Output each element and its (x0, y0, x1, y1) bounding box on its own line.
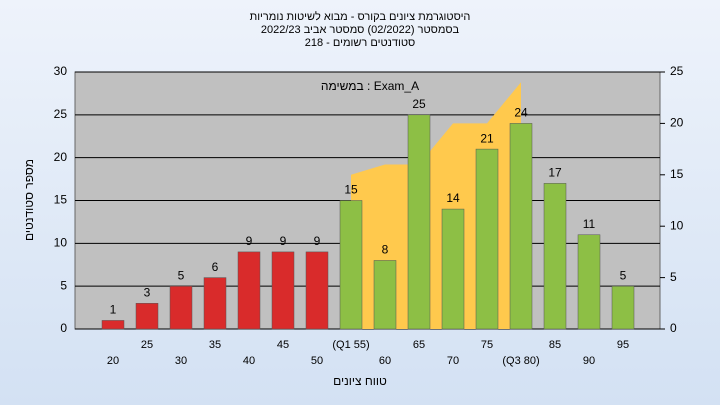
bar (407, 114, 431, 330)
data-label: 15 (344, 183, 358, 197)
data-label: 11 (583, 217, 596, 231)
x-tick-label: 40 (243, 355, 255, 367)
x-tick-label: 85 (549, 339, 561, 351)
y-tick-label: 20 (54, 150, 68, 164)
x-axis-label: טווח ציונים (333, 374, 387, 388)
x-tick-label: 25 (141, 339, 153, 351)
data-label: 25 (412, 97, 426, 111)
y-tick-label: 15 (54, 193, 68, 207)
y-tick-label: 30 (54, 64, 68, 78)
bar (135, 303, 159, 330)
x-tick-label: 60 (379, 355, 391, 367)
bar (203, 277, 227, 330)
bar (543, 183, 567, 330)
bar (373, 260, 397, 330)
data-label: 1 (110, 303, 117, 317)
y2-tick-label: 5 (670, 270, 677, 284)
data-label: 8 (382, 243, 389, 257)
bar (339, 200, 363, 330)
data-label: 17 (548, 166, 562, 180)
bar (475, 148, 499, 330)
x-tick-label: 50 (311, 355, 323, 367)
title-line: בסמסטר (02/2022) סמסטר אביב 2022/23 (261, 24, 460, 36)
y2-tick-label: 20 (670, 116, 684, 130)
bar (237, 251, 261, 330)
bar (611, 285, 635, 330)
title-line: היסטוגרמת ציונים בקורס - מבוא לשיטות נומ… (250, 10, 471, 23)
x-tick-label: 20 (107, 355, 119, 367)
data-label: 9 (314, 234, 321, 248)
x-tick-label: (Q1 55) (332, 339, 369, 351)
x-tick-label: 75 (481, 339, 493, 351)
title-line: סטודנטים רשומים - 218 (305, 37, 416, 49)
data-label: 5 (178, 268, 185, 282)
x-tick-label: 30 (175, 355, 187, 367)
y-tick-label: 25 (54, 107, 68, 121)
data-label: 5 (620, 268, 627, 282)
x-tick-label: (Q3 80) (502, 355, 539, 367)
x-tick-label: 35 (209, 339, 221, 351)
y2-tick-label: 0 (670, 321, 677, 335)
x-tick-label: 45 (277, 339, 289, 351)
data-label: 14 (446, 191, 460, 205)
bar (509, 123, 533, 330)
bar (169, 285, 193, 330)
x-tick-label: 90 (583, 355, 595, 367)
bar (441, 208, 465, 330)
bar (101, 320, 125, 330)
x-tick-label: 70 (447, 355, 459, 367)
data-label: 9 (280, 234, 287, 248)
data-label: 9 (246, 234, 253, 248)
y2-tick-label: 15 (670, 167, 684, 181)
y2-tick-label: 25 (670, 64, 684, 78)
data-label: 21 (480, 131, 494, 145)
data-label: 24 (514, 106, 528, 120)
y-tick-label: 5 (60, 278, 67, 292)
annotation: במשימה : Exam_A (321, 79, 419, 93)
x-tick-label: 65 (413, 339, 425, 351)
y-tick-label: 10 (54, 236, 68, 250)
bar (271, 251, 295, 330)
data-label: 6 (212, 260, 219, 274)
y2-tick-label: 10 (670, 218, 684, 232)
y-axis-label: מספר סטודנטים (22, 159, 36, 241)
bar (577, 234, 601, 330)
bar (305, 251, 329, 330)
data-label: 3 (144, 285, 151, 299)
x-tick-label: 95 (617, 339, 629, 351)
y-tick-label: 0 (60, 321, 67, 335)
